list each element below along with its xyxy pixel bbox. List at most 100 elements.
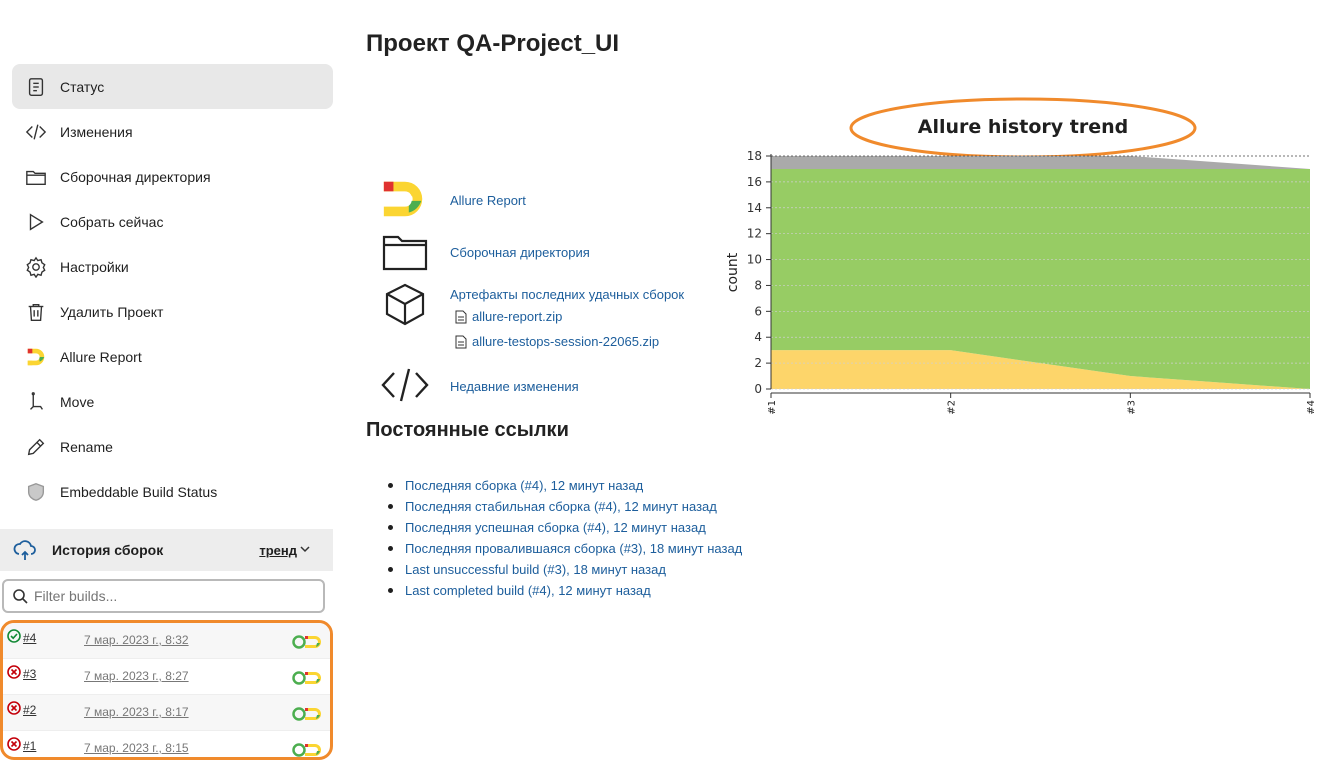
build-row[interactable]: #4 7 мар. 2023 г., 8:32 — [3, 623, 330, 659]
y-tick-label: 6 — [754, 304, 762, 318]
permalink-link[interactable]: Последняя стабильная сборка (#4), 12 мин… — [405, 499, 717, 514]
sidebar-item-label: Allure Report — [60, 348, 142, 365]
permalinks-title: Постоянные ссылки — [366, 419, 569, 441]
y-tick-label: 14 — [747, 201, 762, 215]
x-tick-label: #1 — [767, 400, 778, 415]
permalink-item: Last unsuccessful build (#3), 18 минут н… — [388, 559, 742, 580]
build-number[interactable]: #4 — [23, 631, 37, 645]
sidebar-item-label: Move — [60, 393, 95, 410]
build-date[interactable]: 7 мар. 2023 г., 8:27 — [84, 669, 189, 683]
sidebar-item-label: Rename — [60, 438, 113, 455]
allure-trend-chart: Allure history trend 0 2 4 6 8 10 12 14 16 18 #1 #2… — [720, 95, 1338, 425]
sidebar-nav: Статус Изменения Сборочная директория Со… — [12, 64, 333, 514]
sidebar-item-label: Собрать сейчас — [60, 213, 164, 230]
package-icon — [385, 283, 425, 326]
page-title: Проект QA-Project_UI — [366, 30, 620, 57]
artifact-link[interactable]: allure-testops-session-22065.zip — [472, 334, 660, 349]
sidebar-item-allure[interactable]: Allure Report — [12, 334, 333, 379]
y-axis-label: count — [725, 252, 741, 292]
sidebar-item-label: Статус — [60, 78, 105, 95]
permalink-link[interactable]: Последняя провалившаяся сборка (#3), 18 … — [405, 541, 743, 556]
y-tick-label: 8 — [754, 278, 762, 292]
permalink-item: Последняя сборка (#4), 12 минут назад — [388, 475, 742, 496]
build-date[interactable]: 7 мар. 2023 г., 8:32 — [84, 633, 189, 647]
filter-builds — [2, 579, 325, 613]
sidebar-item-label: Сборочная директория — [60, 168, 211, 185]
workspace-link[interactable]: Сборочная директория — [450, 245, 590, 260]
sidebar-item-move[interactable]: Move — [12, 379, 333, 424]
sidebar-item-build-now[interactable]: Собрать сейчас — [12, 199, 333, 244]
code-icon — [381, 368, 429, 402]
artifacts-link[interactable]: Артефакты последних удачных сборок — [450, 287, 685, 302]
permalink-item: Последняя стабильная сборка (#4), 12 мин… — [388, 496, 742, 517]
search-icon — [13, 589, 28, 604]
sidebar-item-delete[interactable]: Удалить Проект — [12, 289, 333, 334]
code-icon — [24, 120, 48, 144]
y-tick-label: 0 — [754, 382, 762, 396]
y-tick-label: 18 — [747, 149, 762, 163]
sidebar-item-rename[interactable]: Rename — [12, 424, 333, 469]
pencil-icon — [24, 435, 48, 459]
action-workspace: Сборочная директория — [380, 231, 590, 275]
sidebar-item-label: Embeddable Build Status — [60, 483, 218, 500]
build-number[interactable]: #1 — [23, 739, 37, 753]
build-history-title: История сборок — [52, 542, 164, 558]
build-date[interactable]: 7 мар. 2023 г., 8:17 — [84, 705, 189, 719]
allure-badge-icon[interactable] — [292, 742, 324, 758]
sidebar-item-changes[interactable]: Изменения — [12, 109, 333, 154]
allure-badge-icon[interactable] — [292, 634, 324, 650]
allure-icon — [24, 345, 48, 369]
failed-icon — [7, 701, 21, 715]
area-skipped — [771, 156, 1310, 169]
y-tick-label: 4 — [754, 330, 762, 344]
sidebar-item-status[interactable]: Статус — [12, 64, 333, 109]
sidebar-item-workspace[interactable]: Сборочная директория — [12, 154, 333, 199]
build-list: #4 7 мар. 2023 г., 8:32 #3 7 мар. 2023 г., … — [0, 620, 333, 760]
recent-changes-link[interactable]: Недавние изменения — [450, 379, 579, 394]
filter-builds-input[interactable] — [34, 588, 314, 604]
artifact-file: allure-report.zip — [455, 309, 562, 324]
build-number[interactable]: #2 — [23, 703, 37, 717]
build-date[interactable]: 7 мар. 2023 г., 8:15 — [84, 741, 189, 755]
artifact-link[interactable]: allure-report.zip — [472, 309, 563, 324]
build-row[interactable]: #1 7 мар. 2023 г., 8:15 — [3, 731, 330, 758]
status-icon — [24, 75, 48, 99]
x-tick-label: #2 — [947, 400, 958, 415]
permalink-item: Последняя успешная сборка (#4), 12 минут… — [388, 517, 742, 538]
area-failed — [771, 350, 1310, 389]
x-tick-label: #4 — [1306, 400, 1317, 415]
area-passed — [771, 168, 1310, 389]
sidebar-item-label: Удалить Проект — [60, 303, 164, 320]
shield-icon — [24, 480, 48, 504]
allure-badge-icon[interactable] — [292, 670, 324, 686]
x-tick-label: #3 — [1126, 400, 1137, 415]
allure-icon — [383, 181, 423, 217]
allure-report-link[interactable]: Allure Report — [450, 193, 526, 208]
document-icon — [455, 310, 467, 323]
sidebar-item-embeddable[interactable]: Embeddable Build Status — [12, 469, 333, 514]
action-recent-changes: Недавние изменения — [380, 363, 579, 407]
folder-icon — [24, 165, 48, 189]
action-allure-report: Allure Report — [380, 177, 526, 221]
sidebar-item-settings[interactable]: Настройки — [12, 244, 333, 289]
build-row[interactable]: #3 7 мар. 2023 г., 8:27 — [3, 659, 330, 695]
chevron-down-icon[interactable] — [299, 543, 311, 555]
document-icon — [455, 335, 467, 348]
play-icon — [24, 210, 48, 234]
permalink-link[interactable]: Последняя сборка (#4), 12 минут назад — [405, 478, 644, 493]
chart-svg: 0 2 4 6 8 10 12 14 16 18 #1 #2 #3 #4 count — [725, 149, 1317, 415]
failed-icon — [7, 665, 21, 679]
move-icon — [24, 390, 48, 414]
trash-icon — [24, 300, 48, 324]
sidebar-item-label: Настройки — [60, 258, 129, 275]
folder-icon — [382, 235, 428, 271]
y-tick-label: 12 — [747, 227, 762, 241]
permalink-link[interactable]: Last unsuccessful build (#3), 18 минут н… — [405, 562, 666, 577]
build-number[interactable]: #3 — [23, 667, 37, 681]
build-row[interactable]: #2 7 мар. 2023 г., 8:17 — [3, 695, 330, 731]
allure-badge-icon[interactable] — [292, 706, 324, 722]
permalink-link[interactable]: Последняя успешная сборка (#4), 12 минут… — [405, 520, 706, 535]
y-tick-label: 2 — [754, 356, 762, 370]
trend-link[interactable]: тренд — [259, 542, 297, 558]
permalink-link[interactable]: Last completed build (#4), 12 минут наза… — [405, 583, 651, 598]
